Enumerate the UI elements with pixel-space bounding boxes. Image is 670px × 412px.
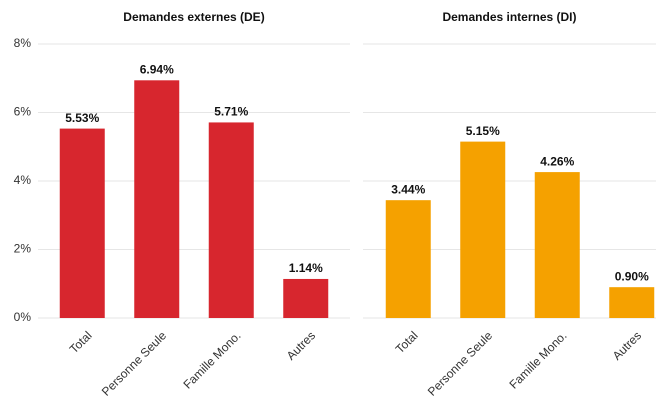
data-label: 5.71%: [214, 105, 248, 119]
chart-title: Demandes externes (DE): [123, 10, 264, 24]
data-label: 6.94%: [140, 62, 174, 76]
x-tick-label: Personne Seule: [425, 328, 496, 399]
bar: [534, 172, 580, 318]
x-tick-label: Autres: [284, 328, 318, 362]
y-tick-label: 0%: [14, 310, 32, 324]
x-tick-label: Personne Seule: [99, 328, 170, 399]
bar: [283, 278, 329, 318]
bar: [385, 200, 431, 318]
data-label: 3.44%: [391, 182, 425, 196]
data-label: 0.90%: [615, 269, 649, 283]
bar: [59, 128, 105, 318]
x-tick-label: Famille Mono.: [506, 328, 569, 391]
x-tick-label: Total: [393, 328, 421, 356]
bar: [609, 287, 655, 318]
y-tick-label: 2%: [14, 242, 32, 256]
bar: [460, 141, 506, 318]
bar: [134, 80, 180, 319]
y-tick-label: 4%: [14, 173, 32, 187]
chart-title: Demandes internes (DI): [442, 10, 576, 24]
bar: [208, 122, 254, 319]
data-label: 5.53%: [65, 111, 99, 125]
data-label: 5.15%: [466, 124, 500, 138]
data-label: 4.26%: [540, 154, 574, 168]
x-tick-label: Famille Mono.: [180, 328, 243, 391]
y-tick-label: 6%: [14, 105, 32, 119]
y-tick-label: 8%: [14, 36, 32, 50]
data-label: 1.14%: [289, 261, 323, 275]
x-tick-label: Total: [67, 328, 95, 356]
x-tick-label: Autres: [610, 328, 644, 362]
